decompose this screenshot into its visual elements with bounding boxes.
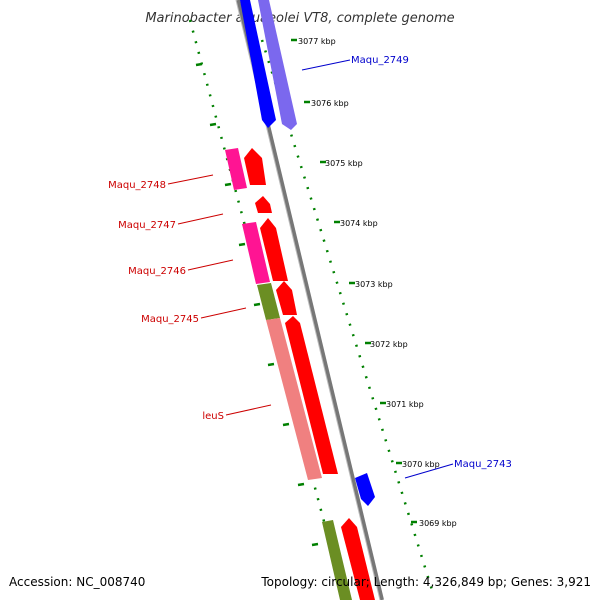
- gene-arrow-5[interactable]: [244, 148, 266, 185]
- kbp-label-3071: 3071 kbp: [386, 400, 424, 409]
- gene-labels: Maqu_2749 Maqu_2748 Maqu_2747 Maqu_2746 …: [108, 55, 512, 470]
- gene-olive-bottom[interactable]: [322, 520, 352, 600]
- gene-label-maqu-2745[interactable]: Maqu_2745: [141, 314, 199, 325]
- label-leaders: [167, 59, 454, 479]
- gene-maqu-2745-body[interactable]: [257, 283, 280, 320]
- map-title: Marinobacter aquaeolei VT8, complete gen…: [145, 11, 454, 26]
- kbp-label-3072: 3072 kbp: [370, 340, 408, 349]
- gene-label-maqu-2748[interactable]: Maqu_2748: [108, 180, 166, 191]
- kbp-label-3075: 3075 kbp: [325, 159, 363, 168]
- gene-maqu-2749-arrow[interactable]: [258, 0, 297, 130]
- reverse-genes: [225, 0, 352, 600]
- kbp-label-3074: 3074 kbp: [340, 219, 378, 228]
- gene-maqu-2746-body[interactable]: [242, 222, 270, 284]
- kbp-label-3076: 3076 kbp: [311, 99, 349, 108]
- kbp-labels: 3077 kbp 3076 kbp 3075 kbp 3074 kbp 3073…: [298, 37, 457, 528]
- gene-maqu-2747-arrow[interactable]: [255, 196, 272, 213]
- kbp-label-3073: 3073 kbp: [355, 280, 393, 289]
- gene-label-leus[interactable]: leuS: [202, 411, 224, 422]
- gene-maqu-2745-arrow[interactable]: [276, 281, 297, 315]
- gene-label-maqu-2743[interactable]: Maqu_2743: [454, 459, 512, 470]
- gene-label-maqu-2747[interactable]: Maqu_2747: [118, 220, 176, 231]
- forward-genes: [244, 0, 375, 600]
- outer-tick-track: [260, 39, 434, 591]
- gene-maqu-2748[interactable]: [225, 148, 247, 190]
- gene-label-maqu-2746[interactable]: Maqu_2746: [128, 266, 186, 277]
- topology-text: Topology: circular; Length: 4,326,849 bp…: [260, 575, 591, 589]
- gene-blue-left[interactable]: [240, 0, 276, 128]
- accession-text: Accession: NC_008740: [9, 575, 145, 589]
- gene-label-maqu-2749[interactable]: Maqu_2749: [351, 55, 409, 66]
- kbp-label-3070: 3070 kbp: [402, 460, 440, 469]
- gene-maqu-2746-arrow[interactable]: [260, 218, 288, 281]
- inner-tick-track: [188, 19, 347, 600]
- gene-leus-arrow[interactable]: [285, 316, 338, 474]
- gene-maqu-2743-arrow[interactable]: [355, 473, 375, 506]
- major-ticks: [195, 38, 417, 547]
- gene-leus-body[interactable]: [266, 318, 322, 480]
- gene-arrow-12[interactable]: [341, 518, 375, 600]
- kbp-label-3077: 3077 kbp: [298, 37, 336, 46]
- kbp-label-3069: 3069 kbp: [419, 519, 457, 528]
